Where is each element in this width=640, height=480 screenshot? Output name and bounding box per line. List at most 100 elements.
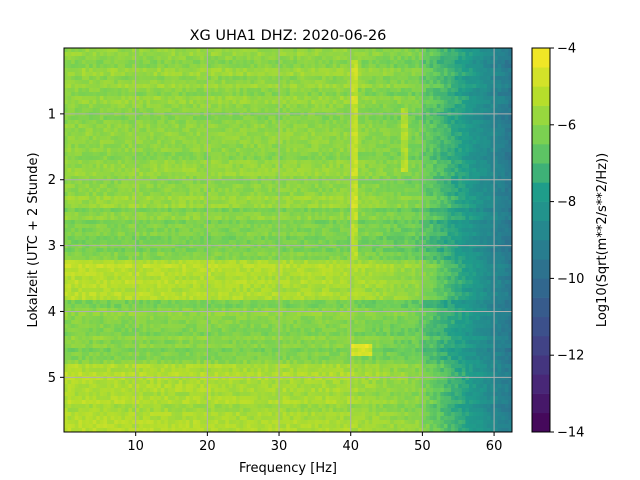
heatmap-cell xyxy=(268,92,273,97)
heatmap-cell xyxy=(339,192,344,197)
heatmap-cell xyxy=(504,48,509,53)
heatmap-cell xyxy=(257,172,262,177)
heatmap-cell xyxy=(78,84,83,89)
heatmap-cell xyxy=(501,164,506,169)
heatmap-cell xyxy=(225,204,230,209)
heatmap-cell xyxy=(372,120,377,125)
heatmap-cell xyxy=(264,52,269,57)
heatmap-cell xyxy=(476,104,481,109)
heatmap-cell xyxy=(307,124,312,129)
heatmap-cell xyxy=(501,80,506,85)
heatmap-cell xyxy=(408,164,413,169)
heatmap-cell xyxy=(504,140,509,145)
heatmap-cell xyxy=(372,84,377,89)
heatmap-cell xyxy=(296,56,301,61)
heatmap-cell xyxy=(429,60,434,65)
heatmap-cell xyxy=(207,84,212,89)
heatmap-cell xyxy=(153,168,158,173)
heatmap-cell xyxy=(81,68,86,73)
heatmap-cell xyxy=(307,188,312,193)
heatmap-cell xyxy=(497,60,502,65)
heatmap-cell xyxy=(357,152,362,157)
heatmap-cell xyxy=(71,52,76,57)
heatmap-cell xyxy=(458,80,463,85)
heatmap-cell xyxy=(236,108,241,113)
heatmap-cell xyxy=(81,108,86,113)
heatmap-cell xyxy=(497,56,502,61)
heatmap-cell xyxy=(508,80,513,85)
heatmap-cell xyxy=(365,64,370,69)
heatmap-cell xyxy=(107,164,111,169)
heatmap-cell xyxy=(182,52,187,57)
heatmap-cell xyxy=(92,60,97,65)
heatmap-cell xyxy=(311,160,316,165)
heatmap-cell xyxy=(307,68,312,73)
heatmap-cell xyxy=(89,52,94,57)
heatmap-cell xyxy=(103,200,108,205)
heatmap-cell xyxy=(504,96,509,101)
heatmap-cell xyxy=(289,164,294,169)
heatmap-cell xyxy=(386,180,391,185)
heatmap-cell xyxy=(257,88,262,93)
heatmap-cell xyxy=(268,72,273,77)
heatmap-cell xyxy=(203,176,208,181)
heatmap-cell xyxy=(318,144,323,149)
heatmap-cell xyxy=(175,192,180,197)
heatmap-cell xyxy=(418,128,423,133)
heatmap-cell xyxy=(397,152,402,157)
heatmap-cell xyxy=(236,148,241,153)
heatmap-cell xyxy=(368,160,373,165)
heatmap-cell xyxy=(182,172,187,177)
heatmap-cell xyxy=(343,72,348,77)
heatmap-cell xyxy=(221,92,226,97)
heatmap-cell xyxy=(443,172,448,177)
heatmap-cell xyxy=(296,204,301,209)
heatmap-cell xyxy=(486,196,491,201)
heatmap-cell xyxy=(490,152,495,157)
heatmap-cell xyxy=(425,56,430,61)
heatmap-cell xyxy=(365,76,370,81)
heatmap-cell xyxy=(178,68,183,73)
heatmap-cell xyxy=(386,48,391,53)
heatmap-cell xyxy=(447,104,452,109)
heatmap-cell xyxy=(472,164,477,169)
heatmap-cell xyxy=(393,128,398,133)
heatmap-cell xyxy=(271,108,276,113)
heatmap-cell xyxy=(239,64,244,69)
heatmap-cell xyxy=(336,120,341,125)
heatmap-cell xyxy=(458,148,463,153)
heatmap-cell xyxy=(214,64,219,69)
heatmap-cell xyxy=(243,184,248,189)
heatmap-cell xyxy=(92,148,97,153)
heatmap-cell xyxy=(182,160,187,165)
heatmap-cell xyxy=(382,96,387,101)
heatmap-cell xyxy=(497,156,502,161)
heatmap-cell xyxy=(293,148,298,153)
heatmap-cell xyxy=(386,164,391,169)
heatmap-cell xyxy=(153,128,158,133)
heatmap-cell xyxy=(382,84,387,89)
heatmap-cell xyxy=(436,76,441,81)
heatmap-cell xyxy=(257,144,262,149)
heatmap-cell xyxy=(160,160,165,165)
heatmap-cell xyxy=(271,200,276,205)
heatmap-cell xyxy=(185,76,190,81)
heatmap-cell xyxy=(490,164,495,169)
heatmap-cell xyxy=(390,96,395,101)
heatmap-cell xyxy=(189,84,194,89)
heatmap-cell xyxy=(339,96,344,101)
heatmap-cell xyxy=(167,96,172,101)
heatmap-cell xyxy=(178,100,183,105)
heatmap-cell xyxy=(397,68,402,73)
heatmap-cell xyxy=(236,132,241,137)
heatmap-cell xyxy=(142,204,147,209)
heatmap-cell xyxy=(160,88,165,93)
heatmap-cell xyxy=(74,160,79,165)
heatmap-cell xyxy=(490,204,495,209)
heatmap-cell xyxy=(203,148,208,153)
heatmap-cell xyxy=(193,148,197,153)
heatmap-cell xyxy=(89,176,94,181)
heatmap-cell xyxy=(99,120,104,125)
heatmap-cell xyxy=(167,124,172,129)
heatmap-cell xyxy=(264,108,269,113)
